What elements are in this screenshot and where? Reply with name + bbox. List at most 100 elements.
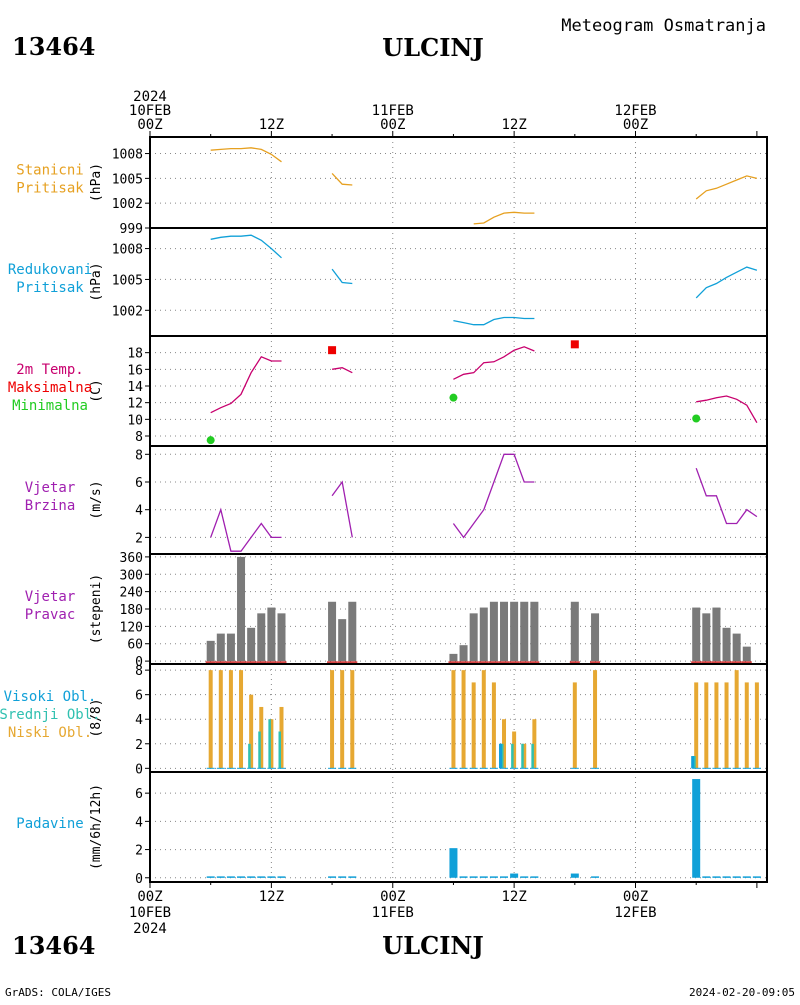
y-tick-label: 1002	[112, 197, 143, 212]
panel-label: Brzina	[25, 498, 76, 514]
y-tick-label: 8	[135, 664, 143, 679]
direction-bar	[479, 607, 488, 662]
time-label: 00Z	[137, 117, 162, 133]
plot-area	[210, 453, 758, 552]
precip-bar	[722, 876, 731, 878]
precip-bar	[752, 876, 761, 878]
y-tick-label: 12	[127, 397, 143, 412]
y-tick-label: 16	[127, 363, 143, 378]
direction-bar	[712, 607, 721, 662]
y-tick-label: 8	[135, 448, 143, 463]
series-line	[696, 395, 758, 424]
low-cloud-bar	[330, 670, 335, 769]
precip-bar	[591, 876, 600, 878]
mid-cloud-bar	[511, 743, 514, 769]
low-cloud-bar	[208, 670, 213, 769]
low-cloud-bar	[694, 682, 699, 769]
precip-bar	[348, 876, 357, 878]
tmin-marker	[206, 436, 215, 445]
y-tick-label: 60	[127, 638, 143, 653]
precip-bar	[247, 876, 256, 878]
y-tick-label: 999	[120, 222, 143, 237]
station-id-bottom: 13464	[12, 931, 96, 960]
panel-station_pressure: 999 1002 1005 1008 (hPa) Stanicni Pritisak	[16, 136, 768, 237]
y-tick-label: 4	[135, 504, 143, 519]
time-label: 00Z	[623, 117, 648, 133]
series-line	[695, 266, 758, 299]
low-cloud-bar	[522, 743, 527, 769]
panel-label: Pritisak	[16, 181, 84, 197]
direction-bar	[500, 601, 509, 662]
y-tick-label: 6	[135, 689, 143, 704]
direction-bar	[722, 627, 731, 662]
y-tick-label: 4	[135, 815, 143, 830]
panel-label: Padavine	[16, 816, 83, 832]
plot-area	[206, 670, 761, 769]
series-line	[210, 147, 282, 163]
y-axis-label: (m/s)	[89, 480, 104, 519]
series-line	[695, 467, 758, 525]
time-label: 00Z	[623, 889, 648, 905]
precip-bar	[742, 876, 751, 878]
precip-bar	[500, 876, 509, 878]
time-label: 12FEB	[614, 905, 656, 921]
panel-label: Vjetar	[25, 480, 76, 496]
low-cloud-bar	[340, 670, 345, 769]
grads-credit: GrADS: COLA/IGES	[5, 986, 111, 999]
low-cloud-bar	[714, 682, 719, 769]
direction-bar	[348, 601, 357, 662]
low-cloud-bar	[744, 682, 749, 769]
precip-bar	[459, 876, 468, 878]
precip-bar	[449, 848, 458, 878]
precip-bar	[328, 876, 337, 878]
y-tick-label: 2	[135, 531, 143, 546]
y-tick-label: 8	[135, 430, 143, 445]
precip-bar	[338, 876, 347, 878]
series-line	[331, 172, 353, 186]
y-tick-label: 180	[120, 603, 143, 618]
precip-bar	[237, 876, 246, 878]
precip-bar	[277, 876, 286, 878]
precip-bar	[489, 876, 498, 878]
precip-bar	[479, 876, 488, 878]
precip-bar	[570, 873, 579, 878]
y-tick-label: 2	[135, 844, 143, 859]
direction-bar	[469, 613, 478, 662]
direction-bar	[277, 613, 286, 662]
low-cloud-bar	[704, 682, 709, 769]
series-line	[473, 211, 535, 225]
panel-label: Redukovani	[8, 262, 92, 278]
panel-label: 2m Temp.	[16, 362, 83, 378]
low-cloud-bar	[350, 670, 355, 769]
mid-cloud-bar	[501, 743, 504, 769]
panel-label: Minimalna	[12, 398, 88, 414]
precip-bar	[702, 876, 711, 878]
series-line	[210, 234, 282, 259]
direction-bar	[459, 645, 468, 662]
station-id-top: 13464	[12, 32, 96, 61]
low-cloud-bar	[502, 719, 507, 769]
plot-area	[205, 556, 752, 663]
time-label: 12Z	[501, 889, 526, 905]
mid-cloud-bar	[521, 743, 524, 769]
station-name-bottom: ULCINJ	[382, 931, 483, 960]
tmin-marker	[692, 414, 701, 423]
y-tick-label: 1008	[112, 148, 143, 163]
y-axis-label: (mm/6h/12h)	[89, 784, 104, 870]
y-tick-label: 4	[135, 713, 143, 728]
y-tick-label: 10	[127, 413, 143, 428]
low-cloud-bar	[734, 670, 739, 769]
panel-label: Srednji Obl.	[0, 707, 101, 723]
low-cloud-bar	[461, 670, 466, 769]
precip-bar	[257, 876, 266, 878]
direction-bar	[520, 601, 529, 662]
precip-bar	[226, 876, 235, 878]
direction-bar	[732, 633, 741, 662]
time-label: 11FEB	[372, 905, 414, 921]
direction-bar	[226, 633, 235, 662]
y-axis-label: (hPa)	[89, 262, 104, 301]
